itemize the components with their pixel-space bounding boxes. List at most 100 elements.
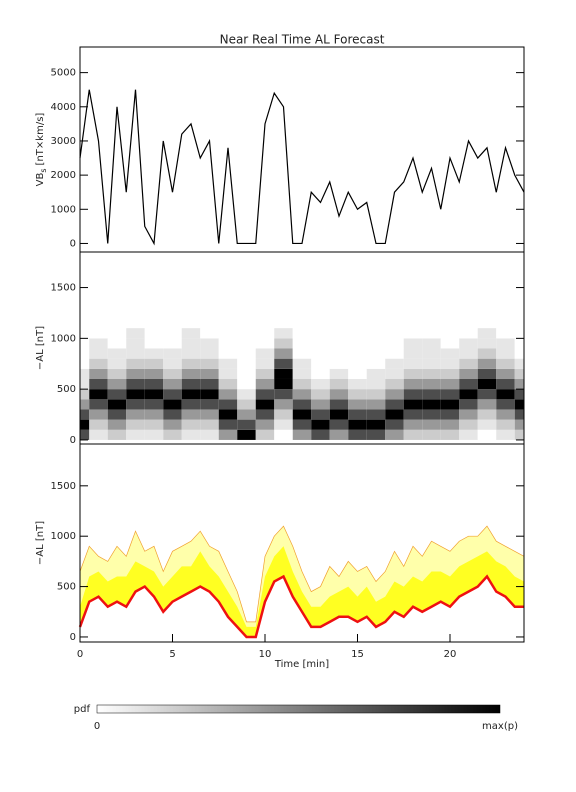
- heatmap-cell: [348, 429, 367, 440]
- heatmap-cell: [80, 348, 90, 359]
- heatmap-cell: [126, 348, 145, 359]
- heatmap-cell: [218, 389, 238, 400]
- heatmap-cell: [89, 399, 108, 410]
- heatmap-cell: [144, 368, 164, 379]
- heatmap-cell: [422, 409, 441, 420]
- heatmap-cell: [385, 389, 404, 400]
- heatmap-cell: [292, 429, 312, 440]
- heatmap-cell: [274, 409, 293, 420]
- heatmap-cell: [514, 338, 524, 349]
- heatmap-cell: [348, 338, 367, 349]
- y-axis-label-sub: s: [39, 168, 48, 172]
- heatmap-cell: [255, 328, 275, 339]
- heatmap-cell: [292, 368, 312, 379]
- heatmap-cell: [292, 419, 312, 430]
- heatmap-cell: [126, 328, 145, 339]
- heatmap-cell: [89, 419, 108, 430]
- heatmap-cell: [200, 358, 219, 369]
- heatmap-cell: [366, 338, 386, 349]
- heatmap-cell: [237, 419, 256, 430]
- heatmap-cell: [80, 338, 90, 349]
- heatmap-cell: [422, 358, 441, 369]
- heatmap-cell: [292, 348, 312, 359]
- heatmap-cell: [496, 409, 515, 420]
- heatmap-cell: [366, 358, 386, 369]
- heatmap-cell: [348, 389, 367, 400]
- heatmap-cell: [80, 399, 90, 410]
- heatmap-cell: [144, 358, 164, 369]
- heatmap-cell: [440, 409, 460, 420]
- heatmap-cell: [126, 378, 145, 390]
- heatmap-cell: [181, 358, 201, 369]
- heatmap-cell: [80, 368, 90, 379]
- heatmap-cell: [440, 368, 460, 379]
- heatmap-cell: [218, 328, 238, 339]
- heatmap-cell: [107, 429, 127, 440]
- heatmap-cell: [274, 378, 293, 390]
- heatmap-cell: [237, 358, 256, 369]
- heatmap-cell: [385, 348, 404, 359]
- heatmap-cell: [181, 328, 201, 339]
- heatmap-cell: [422, 328, 441, 339]
- heatmap-cell: [89, 338, 108, 349]
- heatmap-cell: [126, 409, 145, 420]
- heatmap-cell: [144, 409, 164, 420]
- heatmap-cell: [477, 328, 497, 339]
- heatmap-cell: [459, 419, 478, 430]
- heatmap-cell: [440, 399, 460, 410]
- heatmap-cell: [80, 378, 90, 390]
- heatmap-cell: [218, 368, 238, 379]
- heatmap-cell: [422, 348, 441, 359]
- heatmap-cell: [80, 419, 90, 430]
- heatmap-cell: [237, 348, 256, 359]
- heatmap-cell: [255, 368, 275, 379]
- heatmap-cell: [311, 378, 330, 390]
- heatmap-cell: [329, 429, 349, 440]
- heatmap-cell: [163, 348, 182, 359]
- heatmap-cell: [292, 378, 312, 390]
- heatmap-cell: [477, 409, 497, 420]
- heatmap-cell: [403, 358, 423, 369]
- heatmap-cell: [89, 328, 108, 339]
- heatmap-cell: [329, 419, 349, 430]
- heatmap-cell: [496, 419, 515, 430]
- heatmap-cell: [163, 378, 182, 390]
- heatmap-cell: [311, 338, 330, 349]
- y-tick-label: 1000: [51, 531, 76, 542]
- colorbar: [96, 704, 501, 714]
- heatmap-cell: [126, 389, 145, 400]
- heatmap-cell: [366, 389, 386, 400]
- heatmap-cell: [496, 348, 515, 359]
- heatmap-cell: [440, 338, 460, 349]
- heatmap-cell: [366, 409, 386, 420]
- heatmap-cell: [144, 328, 164, 339]
- heatmap-cell: [514, 419, 524, 430]
- heatmap-cell: [218, 378, 238, 390]
- heatmap-cell: [237, 389, 256, 400]
- heatmap-cell: [514, 399, 524, 410]
- heatmap-cell: [329, 358, 349, 369]
- heatmap-cell: [274, 368, 293, 379]
- y-tick-label: 0: [70, 632, 76, 643]
- panel: −AL [nT] 0 500 1000 1500: [35, 251, 525, 446]
- heatmap-cell: [403, 368, 423, 379]
- heatmap-cell: [459, 429, 478, 440]
- x-tick-label: 5: [169, 649, 175, 660]
- panel: −AL [nT] 0 500 1000 1500 0 5 10 15 20: [35, 443, 525, 660]
- heatmap-cell: [255, 389, 275, 400]
- heatmap-cell: [274, 399, 293, 410]
- heatmap-cell: [126, 399, 145, 410]
- heatmap-cell: [255, 429, 275, 440]
- x-tick-label: 0: [77, 649, 83, 660]
- plot-frame: [79, 443, 525, 643]
- heatmap-cell: [459, 348, 478, 359]
- heatmap-cell: [477, 348, 497, 359]
- y-tick-label: 5000: [51, 68, 76, 79]
- heatmap-cell: [292, 409, 312, 420]
- heatmap-cell: [163, 419, 182, 430]
- heatmap-cell: [403, 348, 423, 359]
- heatmap-cell: [255, 348, 275, 359]
- heatmap-cell: [477, 338, 497, 349]
- heatmap-cell: [403, 338, 423, 349]
- heatmap-cell: [496, 328, 515, 339]
